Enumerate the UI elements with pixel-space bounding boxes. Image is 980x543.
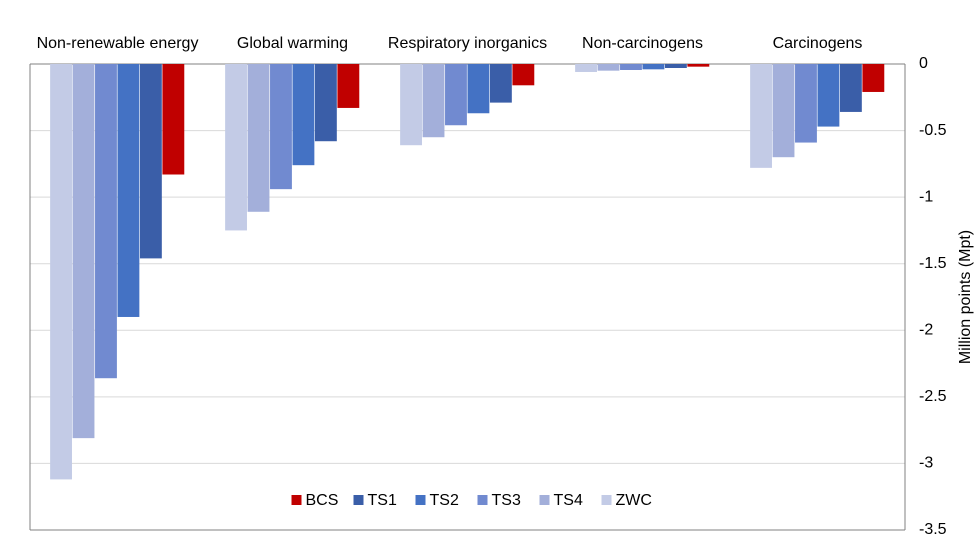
bar [139, 64, 162, 259]
bar [862, 64, 885, 92]
legend-swatch [539, 495, 550, 505]
bar [839, 64, 862, 112]
y-tick-label: -1 [919, 188, 933, 205]
x-tick-label: Global warming [236, 35, 349, 52]
y-tick-label: -3 [919, 455, 933, 472]
x-tick-label: Non-renewable energy [36, 35, 199, 52]
bar [422, 64, 445, 138]
y-tick-label: 0 [919, 55, 928, 72]
legend-label: TS3 [492, 492, 521, 509]
y-tick-label: -2.5 [919, 388, 947, 405]
bar [795, 64, 817, 143]
legend-swatch [415, 495, 426, 505]
bar [687, 64, 710, 67]
legend-label: TS2 [430, 492, 459, 509]
bar [225, 64, 247, 231]
bar [750, 64, 772, 168]
legend-swatch [291, 495, 302, 505]
bar [642, 64, 665, 70]
bar [772, 64, 795, 158]
legend-swatch [477, 495, 488, 505]
bar [337, 64, 360, 108]
bar [512, 64, 535, 86]
bar [664, 64, 687, 68]
bar [445, 64, 467, 126]
bar [117, 64, 140, 317]
bar [292, 64, 315, 166]
bar [400, 64, 422, 146]
y-tick-label: -3.5 [919, 521, 947, 538]
bar [72, 64, 95, 439]
bar [597, 64, 620, 71]
bar [575, 64, 597, 72]
y-tick-label: -0.5 [919, 122, 947, 139]
legend-label: TS1 [368, 492, 397, 509]
legend-swatch [601, 495, 612, 505]
bar [95, 64, 117, 379]
y-axis-title: Million points (Mpt) [957, 230, 974, 364]
x-tick-label: Non-carcinogens [582, 35, 703, 52]
bar [620, 64, 642, 70]
bar [489, 64, 512, 103]
bar [270, 64, 292, 190]
bar [162, 64, 185, 175]
bar [50, 64, 72, 480]
y-tick-label: -1.5 [919, 255, 947, 272]
legend-label: TS4 [554, 492, 583, 509]
bar [314, 64, 337, 142]
legend-label: ZWC [616, 492, 652, 509]
x-tick-label: Respiratory inorganics [387, 35, 548, 52]
bar [817, 64, 840, 127]
legend-swatch [353, 495, 364, 505]
y-tick-label: -2 [919, 322, 933, 339]
x-tick-label: Carcinogens [772, 35, 863, 52]
bar [247, 64, 270, 212]
bar [467, 64, 490, 114]
legend-label: BCS [306, 492, 339, 509]
